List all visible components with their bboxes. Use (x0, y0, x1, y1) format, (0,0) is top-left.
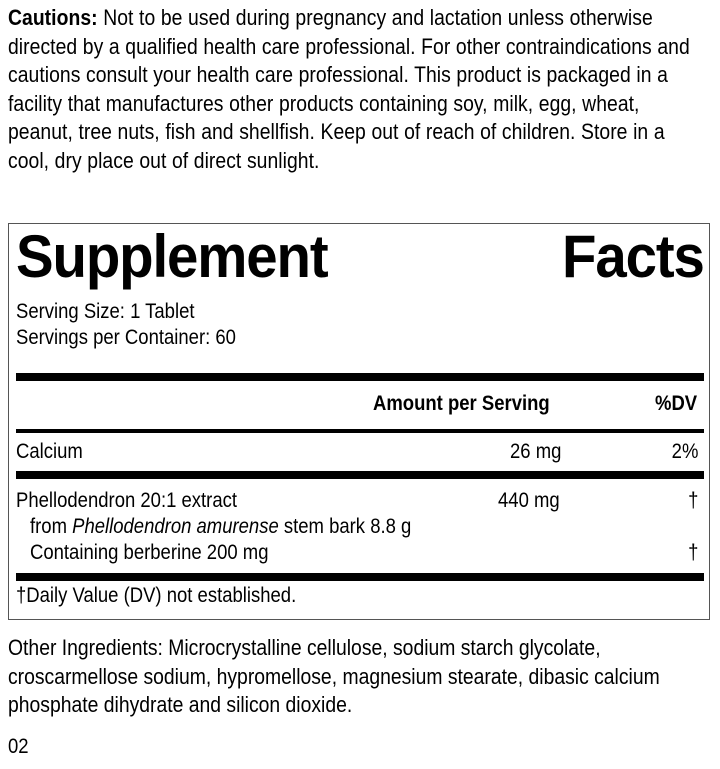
cautions-label: Cautions: (8, 5, 98, 30)
nutrient-dv: † (688, 488, 699, 512)
page-code: 02 (8, 734, 29, 758)
nutrient-amount: 26 mg (510, 439, 562, 463)
nutrient-dv: 2% (671, 439, 699, 463)
serving-info: Serving Size: 1 Tablet Servings per Cont… (16, 298, 656, 350)
supplement-facts-panel: Supplement Facts Serving Size: 1 Tablet … (8, 223, 710, 620)
title-word-supplement: Supplement (16, 223, 329, 290)
botanical-name: Phellodendron amurense (72, 514, 279, 538)
rule-under-calcium (16, 471, 704, 479)
nutrient-amount: 440 mg (498, 488, 560, 512)
supplement-facts-title: Supplement Facts (16, 223, 705, 290)
rule-under-headers (16, 429, 704, 433)
other-ingredients-section: Other Ingredients: Microcrystalline cell… (8, 634, 720, 720)
rule-above-footnote (16, 573, 704, 581)
rule-above-headers (16, 373, 704, 381)
dv-header: %DV (655, 391, 698, 415)
servings-per-container-line: Servings per Container: 60 (16, 325, 236, 349)
amount-per-serving-header: Amount per Serving (372, 391, 550, 415)
nutrient-subline: from Phellodendron amurense stem bark 8.… (30, 513, 411, 539)
nutrient-name: Phellodendron 20:1 extract (16, 488, 238, 512)
serving-size-line: Serving Size: 1 Tablet (16, 299, 195, 323)
title-word-facts: Facts (562, 223, 705, 290)
daily-value-footnote: †Daily Value (DV) not established. (16, 583, 297, 607)
subline-prefix: from (30, 514, 73, 538)
nutrient-dv: † (688, 540, 699, 564)
subline-suffix: stem bark 8.8 g (278, 514, 412, 538)
cautions-paragraph: Cautions: Not to be used during pregnanc… (8, 4, 706, 176)
other-ingredients-text: Other Ingredients: Microcrystalline cell… (8, 635, 660, 718)
cautions-body: Not to be used during pregnancy and lact… (8, 5, 690, 173)
nutrient-subline: Containing berberine 200 mg (30, 540, 269, 564)
nutrient-name: Calcium (16, 439, 83, 463)
cautions-section: Cautions: Not to be used during pregnanc… (8, 4, 720, 176)
